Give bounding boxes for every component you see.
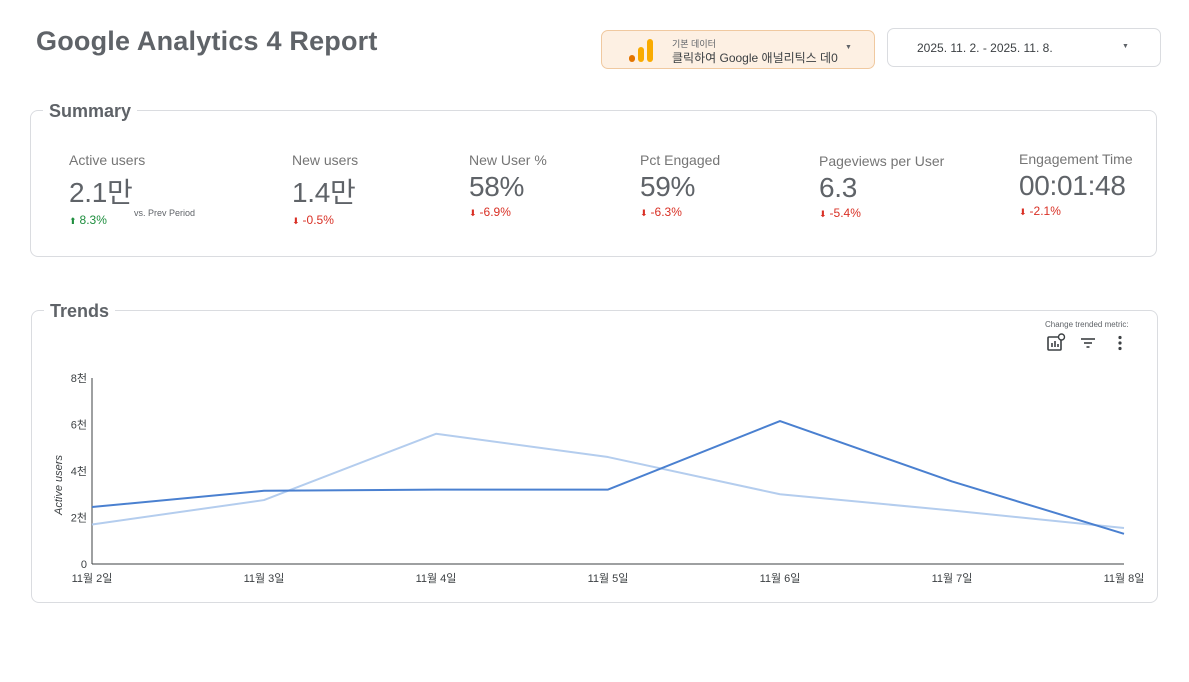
arrow-down-icon: ⬇: [1019, 207, 1027, 217]
arrow-up-icon: ⬆: [69, 216, 77, 226]
metric-value: 58%: [469, 171, 525, 202]
google-analytics-bars-icon: [629, 39, 653, 62]
metric-value: 59%: [640, 171, 696, 202]
metric-new-user-pct: New User % 58% ⬇ -6.9%: [469, 152, 547, 219]
date-range-picker[interactable]: 2025. 11. 2. - 2025. 11. 8. ▼: [887, 28, 1161, 67]
metric-label: Active users: [69, 152, 146, 168]
trends-title: Trends: [44, 301, 116, 322]
metric-label: Engagement Time: [1019, 151, 1133, 167]
arrow-down-icon: ⬇: [640, 208, 648, 218]
metric-delta: ⬇ -6.9%: [469, 205, 547, 219]
filter-icon[interactable]: [1078, 333, 1098, 353]
metric-delta: ⬇ -2.1%: [1019, 204, 1133, 218]
metric-value: 2.1만: [69, 177, 133, 208]
chevron-down-icon: ▼: [1122, 43, 1129, 50]
arrow-down-icon: ⬇: [469, 208, 477, 218]
summary-panel: [30, 110, 1157, 257]
chart-settings-icon[interactable]: [1046, 333, 1066, 353]
metric-delta: ⬆ 8.3%: [69, 213, 145, 227]
comparison-label: vs. Prev Period: [134, 208, 196, 218]
metric-value: 1.4만: [292, 177, 356, 208]
metric-delta-value: -6.9%: [479, 205, 511, 219]
arrow-down-icon: ⬇: [292, 216, 300, 226]
metric-delta-value: -6.3%: [650, 205, 682, 219]
data-source-sub-label: 기본 데이터: [672, 39, 716, 49]
summary-title: Summary: [43, 101, 138, 122]
chevron-down-icon: ▼: [845, 44, 852, 51]
metric-value: 00:01:48: [1019, 170, 1126, 201]
metric-new-users: New users 1.4만 ⬇ -0.5%: [292, 152, 358, 227]
metric-delta: ⬇ -0.5%: [292, 213, 358, 227]
date-range-value: 2025. 11. 2. - 2025. 11. 8.: [917, 41, 1053, 55]
metric-pageviews-per-user: Pageviews per User 6.3 ⬇ -5.4%: [819, 153, 944, 220]
data-source-main-label: 클릭하여 Google 애널리틱스 데0: [672, 51, 838, 65]
metric-label: New users: [292, 152, 359, 168]
arrow-down-icon: ⬇: [819, 209, 827, 219]
trends-panel: [31, 310, 1158, 603]
more-vert-icon[interactable]: [1110, 333, 1130, 353]
metric-delta: ⬇ -5.4%: [819, 206, 944, 220]
metric-delta: ⬇ -6.3%: [640, 205, 720, 219]
metric-delta-value: -5.4%: [829, 206, 861, 220]
metric-active-users: Active users 2.1만 ⬆ 8.3%: [69, 152, 145, 227]
metric-delta-value: -0.5%: [302, 213, 334, 227]
metric-pct-engaged: Pct Engaged 59% ⬇ -6.3%: [640, 152, 720, 219]
metric-label: New User %: [469, 152, 547, 168]
data-source-selector[interactable]: 기본 데이터 클릭하여 Google 애널리틱스 데0 ▼: [601, 30, 875, 69]
metric-value: 6.3: [819, 172, 858, 203]
metric-delta-value: -2.1%: [1029, 204, 1061, 218]
metric-engagement-time: Engagement Time 00:01:48 ⬇ -2.1%: [1019, 151, 1133, 218]
report-title: Google Analytics 4 Report: [36, 26, 378, 56]
metric-label: Pageviews per User: [819, 153, 945, 169]
change-metric-label: Change trended metric:: [1045, 320, 1129, 329]
metric-delta-value: 8.3%: [79, 213, 107, 227]
metric-label: Pct Engaged: [640, 152, 721, 168]
